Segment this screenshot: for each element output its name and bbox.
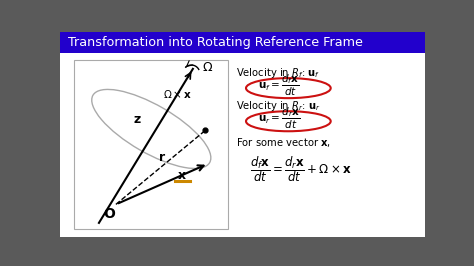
- Text: Velocity in $R_r$: $\mathbf{u}_r$: Velocity in $R_r$: $\mathbf{u}_r$: [236, 99, 320, 113]
- Text: $\mathbf{u}_f = \dfrac{d_f\mathbf{x}}{dt}$: $\mathbf{u}_f = \dfrac{d_f\mathbf{x}}{dt…: [257, 73, 299, 98]
- Text: $\mathbf{u}_r = \dfrac{d_r\mathbf{x}}{dt}$: $\mathbf{u}_r = \dfrac{d_r\mathbf{x}}{dt…: [257, 106, 300, 131]
- Text: $\mathbf{r}$: $\mathbf{r}$: [158, 151, 166, 164]
- Text: Velocity in $R_f$: $\mathbf{u}_f$: Velocity in $R_f$: $\mathbf{u}_f$: [236, 66, 320, 80]
- FancyBboxPatch shape: [74, 60, 228, 229]
- Text: $\mathbf{O}$: $\mathbf{O}$: [103, 207, 116, 221]
- Text: $\mathbf{z}$: $\mathbf{z}$: [133, 113, 142, 126]
- Text: $\Omega \times \mathbf{x}$: $\Omega \times \mathbf{x}$: [163, 88, 192, 100]
- FancyBboxPatch shape: [61, 53, 425, 237]
- FancyBboxPatch shape: [61, 32, 425, 53]
- Text: Transformation into Rotating Reference Frame: Transformation into Rotating Reference F…: [68, 36, 363, 49]
- Text: $\dfrac{d_f\mathbf{x}}{dt} = \dfrac{d_r\mathbf{x}}{dt} + \Omega \times \mathbf{x: $\dfrac{d_f\mathbf{x}}{dt} = \dfrac{d_r\…: [250, 154, 352, 184]
- Text: $\Omega$: $\Omega$: [202, 61, 213, 74]
- Text: $\mathbf{x}$: $\mathbf{x}$: [177, 169, 187, 182]
- Text: For some vector $\mathbf{x},$: For some vector $\mathbf{x},$: [236, 136, 331, 149]
